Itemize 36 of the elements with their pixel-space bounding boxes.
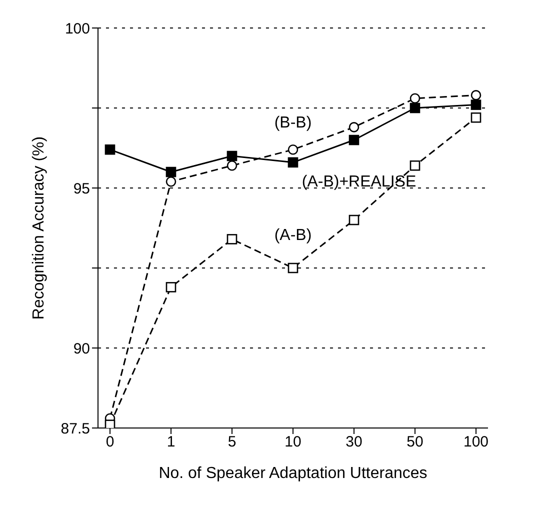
point xyxy=(288,144,298,155)
point xyxy=(166,282,176,292)
series-label: (B-B) xyxy=(274,114,312,132)
y-tick-label: 100 xyxy=(64,20,90,38)
x-tick-label: 30 xyxy=(346,434,362,451)
y-tick-label: 90 xyxy=(73,340,90,358)
point xyxy=(470,100,482,110)
point xyxy=(470,90,482,100)
point xyxy=(470,112,482,123)
point xyxy=(226,150,238,162)
point xyxy=(348,122,360,132)
point xyxy=(410,93,420,104)
series-label: (A-B) xyxy=(274,227,312,244)
point xyxy=(166,166,176,178)
x-tick-label: 50 xyxy=(406,434,424,451)
point xyxy=(226,234,238,244)
point xyxy=(104,144,116,155)
y-tick-label: 95 xyxy=(73,180,90,198)
point xyxy=(104,420,116,428)
point xyxy=(288,157,298,168)
point xyxy=(410,102,420,114)
x-axis-title: No. of Speaker Adaptation Utterances xyxy=(158,465,428,482)
x-tick-label: 100 xyxy=(463,434,489,451)
point xyxy=(288,262,298,274)
point xyxy=(410,160,420,171)
x-tick-label: 5 xyxy=(228,434,236,451)
point xyxy=(348,134,360,146)
point xyxy=(226,160,238,171)
x-tick-label: 1 xyxy=(166,434,176,451)
point xyxy=(348,214,360,226)
y-axis-title: Recognition Accuracy (%) xyxy=(30,136,48,320)
x-tick-label: 10 xyxy=(284,434,302,451)
y-tick-label: 87.5 xyxy=(60,420,90,438)
x-tick-label: 0 xyxy=(106,434,114,451)
series-label: (A-B)+REALISE xyxy=(302,173,416,190)
point xyxy=(166,176,176,187)
